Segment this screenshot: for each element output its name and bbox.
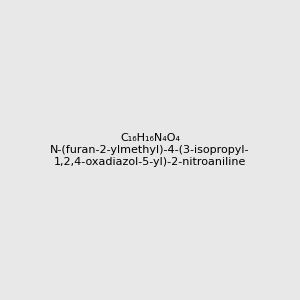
Text: C₁₆H₁₆N₄O₄
N-(furan-2-ylmethyl)-4-(3-isopropyl-
1,2,4-oxadiazol-5-yl)-2-nitroani: C₁₆H₁₆N₄O₄ N-(furan-2-ylmethyl)-4-(3-iso…: [50, 134, 250, 166]
